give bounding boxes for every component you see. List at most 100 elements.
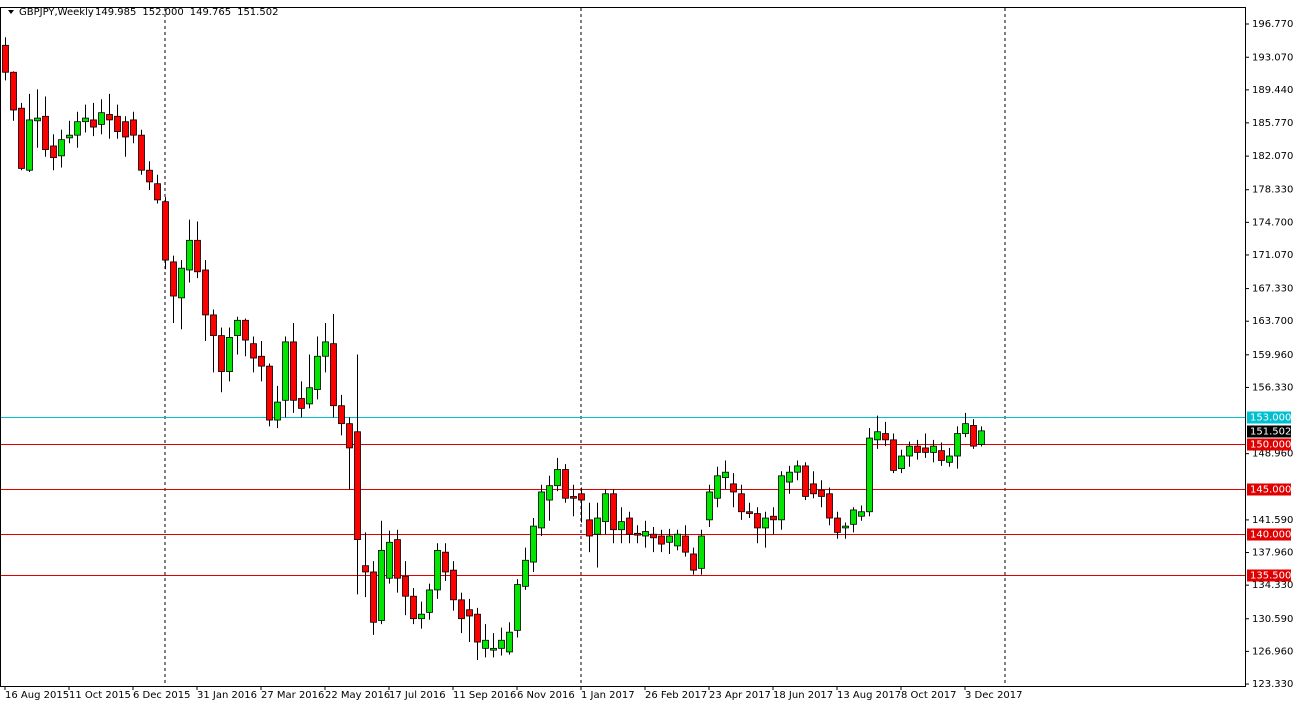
candle-body xyxy=(962,423,969,434)
level-label-box xyxy=(1247,569,1291,582)
candle-body xyxy=(354,431,361,540)
candle-body xyxy=(562,469,569,499)
y-tick-label: 196.770 xyxy=(1252,19,1293,30)
y-tick-label: 123.330 xyxy=(1252,679,1293,690)
candle-body xyxy=(322,341,329,357)
menu-arrow[interactable] xyxy=(8,10,14,14)
candle-body xyxy=(26,119,33,171)
y-tick-label: 137.960 xyxy=(1252,548,1293,559)
candle-body xyxy=(890,439,897,471)
candle-body xyxy=(834,517,841,533)
x-tick-label: 31 Jan 2016 xyxy=(197,690,257,701)
candle-body xyxy=(546,485,553,501)
candle-body xyxy=(378,549,385,621)
x-tick-label: 22 May 2016 xyxy=(325,690,390,701)
x-tick-label: 17 Jul 2016 xyxy=(389,690,446,701)
candle-body xyxy=(426,589,433,613)
x-tick-label: 3 Dec 2017 xyxy=(965,690,1023,701)
candle-body xyxy=(530,525,537,563)
candle-body xyxy=(130,119,137,136)
candle-body xyxy=(82,117,89,123)
candle-body xyxy=(218,335,225,372)
plot-frame xyxy=(0,7,1246,687)
candle-body xyxy=(578,493,585,501)
candle-body xyxy=(898,455,905,469)
candle-body xyxy=(162,201,169,261)
candle-body xyxy=(522,559,529,587)
candle-body xyxy=(506,631,513,653)
candle-body xyxy=(90,119,97,128)
candle-body xyxy=(210,314,217,336)
candle-body xyxy=(738,493,745,513)
y-tick-label: 148.960 xyxy=(1252,449,1293,460)
candle-body xyxy=(954,433,961,457)
x-tick-label: 6 Nov 2016 xyxy=(517,690,575,701)
candle-body xyxy=(242,319,249,341)
candle-body xyxy=(754,513,761,529)
candle-body xyxy=(746,511,753,514)
level-label: 145.000 xyxy=(1250,485,1291,496)
candle-body xyxy=(2,44,9,73)
level-label: 150.000 xyxy=(1250,440,1291,451)
candle-body xyxy=(186,239,193,271)
candle-body xyxy=(282,341,289,401)
candle-body xyxy=(338,405,345,425)
candle-body xyxy=(610,493,617,531)
candle-body xyxy=(18,107,25,169)
candle-body xyxy=(698,535,705,569)
candle-body xyxy=(258,355,265,367)
candle-body xyxy=(50,145,57,159)
candle-body xyxy=(626,517,633,535)
candle-body xyxy=(906,445,913,457)
candle-body xyxy=(346,423,353,449)
candle-body xyxy=(394,539,401,579)
candle-body xyxy=(194,239,201,273)
candle-body xyxy=(418,613,425,620)
candle-body xyxy=(170,261,177,297)
candle-body xyxy=(178,267,185,299)
y-tick-label: 163.700 xyxy=(1252,316,1293,327)
header-value: 152.000 xyxy=(142,7,183,18)
candle-body xyxy=(642,531,649,537)
candle-body xyxy=(794,465,801,473)
candle-body xyxy=(762,517,769,529)
y-tick-label: 174.700 xyxy=(1252,217,1293,228)
candle-body xyxy=(618,521,625,531)
y-tick-label: 189.440 xyxy=(1252,85,1293,96)
candle-body xyxy=(466,609,473,617)
candle-body xyxy=(634,532,641,536)
candle-body xyxy=(226,336,233,372)
candle-body xyxy=(138,134,145,171)
y-tick-label: 182.070 xyxy=(1252,151,1293,162)
y-tick-label: 193.070 xyxy=(1252,52,1293,63)
candle-body xyxy=(722,471,729,478)
price-label: 151.502 xyxy=(1250,427,1291,438)
price-label-box xyxy=(1247,425,1291,438)
candle-body xyxy=(674,533,681,547)
candle-body xyxy=(882,433,889,441)
y-tick-label: 185.770 xyxy=(1252,118,1293,129)
candle-body xyxy=(498,639,505,649)
candle-body xyxy=(234,319,241,336)
candle-body xyxy=(66,134,73,139)
candle-body xyxy=(802,465,809,497)
header-value: 151.502 xyxy=(237,7,278,18)
candle-body xyxy=(330,343,337,407)
candle-body xyxy=(978,430,985,445)
candle-body xyxy=(866,437,873,513)
candle-body xyxy=(442,551,449,573)
chart-title: GBPJPY,Weekly xyxy=(19,7,94,18)
candle-body xyxy=(650,533,657,539)
candle-body xyxy=(666,535,673,543)
candle-body xyxy=(786,471,793,483)
candle-body xyxy=(306,387,313,405)
candle-body xyxy=(714,475,721,499)
candle-body xyxy=(386,541,393,579)
candle-body xyxy=(450,569,457,601)
candle-body xyxy=(482,639,489,649)
candle-body xyxy=(930,445,937,453)
candle-body xyxy=(514,584,521,631)
candle-body xyxy=(290,341,297,401)
x-tick-label: 23 Apr 2017 xyxy=(709,690,771,701)
candle-body xyxy=(946,455,953,463)
